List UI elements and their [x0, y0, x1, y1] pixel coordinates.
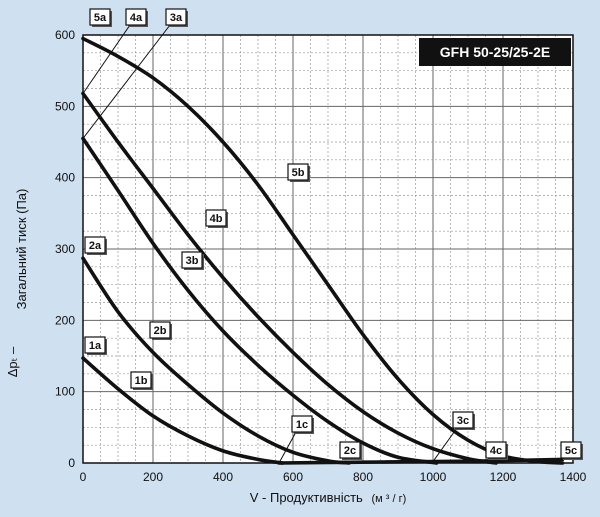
- curve-label-4b: 4b: [205, 209, 228, 228]
- leader-line: [82, 24, 131, 94]
- label-box: [339, 441, 361, 459]
- x-tick-label: 1200: [490, 470, 517, 484]
- leader-line: [432, 427, 458, 462]
- curve-label-1a: 1a: [84, 336, 107, 355]
- label-box: [130, 371, 152, 389]
- label-text: 1a: [89, 340, 102, 352]
- x-tick-label: 600: [283, 470, 303, 484]
- x-tick-label: 400: [213, 470, 233, 484]
- x-tick-label: 0: [80, 470, 87, 484]
- label-box: [181, 251, 203, 269]
- curve-label-1c: 1c: [278, 415, 314, 464]
- label-box: [560, 441, 582, 459]
- curve-3: [81, 136, 439, 465]
- label-box: [205, 209, 227, 227]
- label-text: 2a: [89, 240, 102, 252]
- x-tick-label: 1400: [560, 470, 587, 484]
- label-box: [149, 321, 171, 339]
- model-title-box: GFH 50-25/25-2E: [419, 38, 571, 66]
- curve-label-5b: 5b: [287, 163, 310, 182]
- x-tick-label: 1000: [420, 470, 447, 484]
- curve-label-2b: 2b: [149, 321, 172, 340]
- chart-title: GFH 50-25/25-2E: [440, 44, 551, 60]
- label-box: [89, 8, 111, 26]
- curve-label-2c: 2c: [339, 441, 362, 460]
- label-text: 3c: [457, 415, 469, 427]
- label-text: 1b: [135, 375, 148, 387]
- label-text: 5a: [94, 12, 107, 24]
- tick-labels: 0 200 400 600 800 1000 1200 1400 0 100 200 300 400 50…: [55, 28, 587, 484]
- label-text: 5b: [292, 167, 305, 179]
- curve-label-1b: 1b: [130, 371, 153, 390]
- label-box: [84, 336, 106, 354]
- label-box: [291, 415, 313, 433]
- curve-label-3b: 3b: [181, 251, 204, 270]
- y-tick-label: 600: [55, 28, 75, 42]
- system-curve: [277, 457, 565, 465]
- label-text: 4c: [490, 445, 502, 457]
- label-box: [452, 411, 474, 429]
- curve-label-5c: 5c: [560, 441, 583, 460]
- y-axis-symbol-group: Δpₜ –: [5, 346, 20, 377]
- label-text: 4a: [130, 12, 143, 24]
- label-box: [125, 8, 147, 26]
- y-tick-label: 400: [55, 171, 75, 185]
- label-box: [84, 236, 106, 254]
- y-tick-label: 100: [55, 385, 75, 399]
- label-text: 2b: [154, 325, 167, 337]
- curve-4: [81, 91, 498, 465]
- label-text: 5c: [565, 445, 577, 457]
- leader-line: [82, 24, 171, 139]
- label-text: 4b: [210, 213, 223, 225]
- x-tick-label: 800: [353, 470, 373, 484]
- x-axis-unit: (м ³ / г): [371, 493, 406, 505]
- x-axis-label: V - Продуктивність: [250, 490, 363, 505]
- x-axis-title: V - Продуктивність (м ³ / г): [250, 490, 407, 505]
- curves: [81, 36, 565, 465]
- curve-label-4c: 4c: [485, 441, 508, 460]
- curve-labels: 1a 1b 1c 2a 2b 2c 3a 3b 3c 4a 4b 4c 5a 5b 5c: [82, 8, 583, 464]
- x-tick-label: 200: [143, 470, 163, 484]
- label-box: [165, 8, 187, 26]
- curve-1: [81, 356, 285, 465]
- curve-label-3a: 3a: [82, 8, 188, 139]
- label-text: 1c: [296, 419, 308, 431]
- label-text: 2c: [344, 445, 356, 457]
- label-text: 3a: [170, 12, 183, 24]
- y-tick-label: 200: [55, 313, 75, 327]
- label-box: [287, 163, 309, 181]
- curve-label-2a: 2a: [84, 236, 107, 255]
- y-tick-label: 300: [55, 242, 75, 256]
- y-axis-label: Загальний тиск (Па): [14, 189, 29, 310]
- curve-label-4a: 4a: [82, 8, 148, 94]
- y-tick-label: 500: [55, 99, 75, 113]
- y-axis-title: Загальний тиск (Па): [14, 189, 29, 310]
- curve-2: [81, 256, 351, 465]
- leader-line: [278, 431, 297, 464]
- y-tick-label: 0: [68, 456, 75, 470]
- label-text: 3b: [186, 255, 199, 267]
- curve-label-3c: 3c: [432, 411, 475, 462]
- label-box: [485, 441, 507, 459]
- curve-label-5a: 5a: [89, 8, 112, 27]
- svg-text:V - Продуктивність (м ³: V - Продуктивність (м ³ / г): [250, 490, 407, 505]
- y-axis-symbol: Δpₜ –: [5, 346, 20, 377]
